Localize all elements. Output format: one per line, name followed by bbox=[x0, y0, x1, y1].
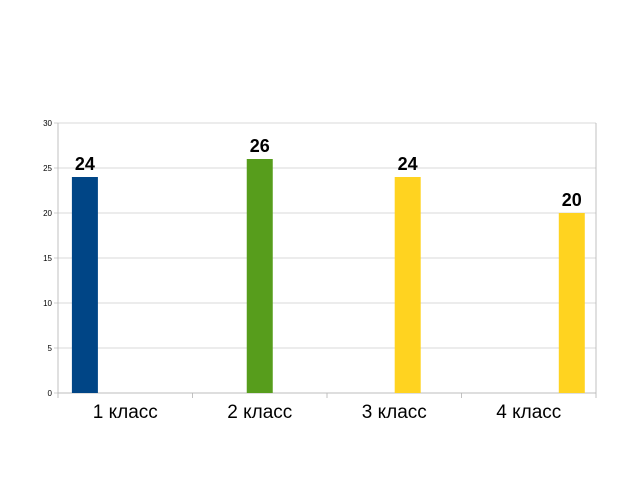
data-label: 24 bbox=[75, 154, 95, 174]
data-labels: 24 26 24 20 bbox=[75, 136, 582, 210]
data-label: 26 bbox=[250, 136, 270, 156]
bars bbox=[71, 159, 585, 393]
y-tick-label: 10 bbox=[43, 299, 52, 308]
data-label: 24 bbox=[398, 154, 418, 174]
y-tick-label: 20 bbox=[43, 209, 52, 218]
x-tick-label: 2 класс bbox=[227, 402, 292, 423]
y-tick-label: 15 bbox=[43, 254, 52, 263]
x-axis-ticks: 1 класс 2 класс 3 класс 4 класс bbox=[93, 402, 562, 423]
y-tick-label: 5 bbox=[48, 344, 53, 353]
x-tick-label: 4 класс bbox=[496, 402, 561, 423]
y-tick-label: 25 bbox=[43, 164, 52, 173]
gridlines bbox=[58, 122, 596, 394]
x-tick-label: 3 класс bbox=[362, 402, 427, 423]
bar-1 bbox=[71, 177, 98, 393]
y-axis-ticks: 0 5 10 15 20 25 30 bbox=[43, 119, 58, 398]
bar-2 bbox=[246, 159, 273, 393]
bar-3 bbox=[394, 177, 421, 393]
bar-4 bbox=[558, 213, 585, 393]
axes bbox=[57, 123, 597, 398]
y-tick-label: 30 bbox=[43, 119, 52, 128]
x-tick-label: 1 класс bbox=[93, 402, 158, 423]
y-tick-label: 0 bbox=[48, 389, 53, 398]
data-label: 20 bbox=[562, 190, 582, 210]
